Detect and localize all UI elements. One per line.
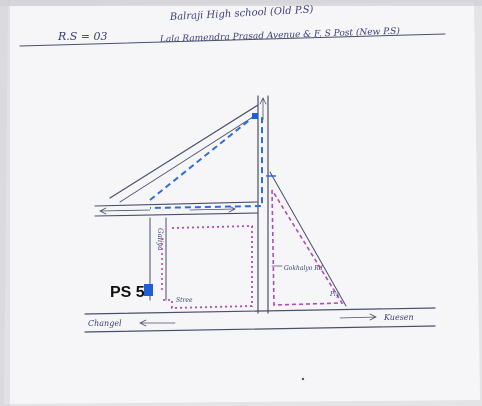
blue-route [149, 117, 263, 209]
ps-marker [144, 284, 153, 296]
purple-right-triangle [271, 189, 344, 306]
ps-label: PS 5 [110, 284, 145, 301]
paper-shadow-top [0, 0, 482, 6]
purple-boundary [162, 225, 253, 309]
bottom-arrow-right-head [369, 313, 377, 321]
side-lane-label: Galiya [156, 228, 164, 250]
bottom-road-bottom [84, 325, 436, 333]
right-lane-label: Gokhalyo Rd [284, 265, 323, 272]
header-underline [19, 33, 446, 47]
bottom-small-label: Stree [176, 297, 193, 304]
bottom-arrow-left-head [139, 319, 147, 327]
road-right-label: Kuesen [383, 313, 414, 322]
cross-road-arrow-2-head [228, 205, 236, 213]
road-left-label: Changel [88, 319, 122, 328]
triangle-hypotenuse-2 [119, 114, 257, 203]
right-diagonal [269, 171, 347, 307]
triangle-hypotenuse [109, 104, 259, 199]
far-right-label: Ply [329, 291, 340, 298]
cross-road-arrow-head [99, 207, 107, 215]
bottom-road-top [84, 307, 436, 315]
paper-sheet [4, 2, 480, 404]
cross-road-arrow [99, 209, 151, 212]
cross-road-top [94, 201, 259, 207]
rs-label: R.S = 03 [57, 30, 108, 43]
cross-road-arrow-2 [189, 208, 236, 211]
arrow-north-head [259, 97, 267, 105]
pen-dot [301, 377, 305, 381]
paper-shadow-left [0, 0, 10, 406]
bottom-arrow-right [339, 316, 377, 319]
blue-marker-top [252, 113, 258, 119]
cross-road-bottom [94, 212, 259, 217]
